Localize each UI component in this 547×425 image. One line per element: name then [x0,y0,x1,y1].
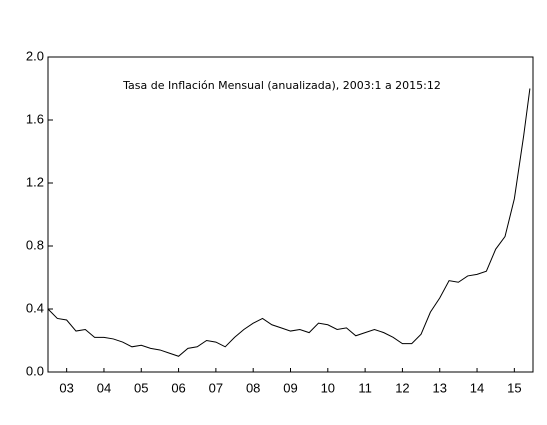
plot-frame [47,56,534,373]
x-tick-label: 05 [134,380,148,395]
x-tick-label: 15 [507,380,521,395]
y-tick-label: 1.6 [26,111,44,126]
x-tick-label: 12 [395,380,409,395]
x-tick-label: 03 [59,380,73,395]
y-tick-label: 2.0 [26,48,44,63]
x-tick-label: 04 [97,380,111,395]
x-tick-label: 06 [171,380,185,395]
x-tick-label: 14 [470,380,484,395]
x-tick-label: 07 [209,380,223,395]
chart-annotation: Tasa de Inflación Mensual (anualizada), … [122,79,441,92]
y-tick-label: 1.2 [26,174,44,189]
y-tick-label: 0.4 [26,300,44,315]
y-tick-label: 0.8 [26,237,44,252]
data-line [47,88,531,357]
x-tick-label: 13 [432,380,446,395]
x-tick-label: 09 [283,380,297,395]
x-tick-label: 11 [358,380,372,395]
y-tick-label: 0.0 [26,363,44,378]
x-tick-label: 10 [321,380,335,395]
x-tick-label: 08 [246,380,260,395]
